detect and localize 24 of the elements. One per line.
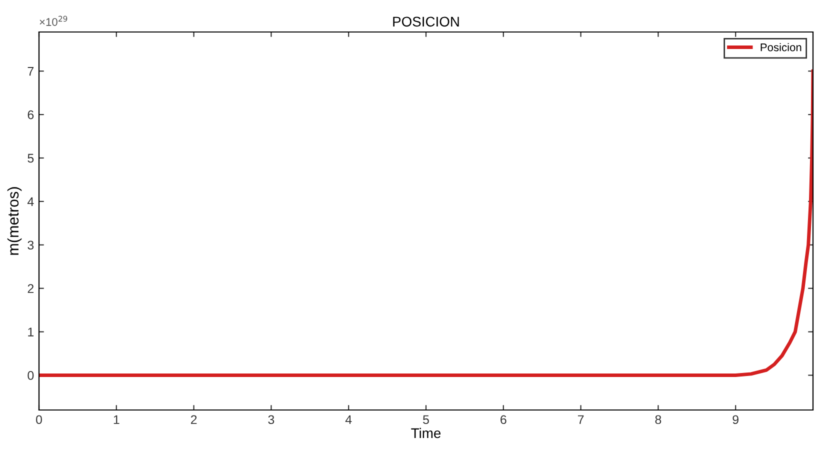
x-tick-label: 2	[190, 415, 197, 424]
line-series	[39, 69, 813, 377]
x-tick-label: 3	[268, 415, 274, 424]
y-tick-label: 1	[28, 328, 34, 336]
x-tick-label: 0	[36, 415, 42, 424]
y-tick-label: 5	[28, 154, 34, 163]
x-tick-label: 4	[345, 415, 352, 424]
y-tick-label: 2	[28, 284, 34, 293]
x-axis-title: Time	[411, 428, 441, 438]
y-tick-label: 6	[28, 110, 34, 120]
x-tick-label: 8	[655, 415, 662, 424]
y-tick-label: 0	[28, 371, 34, 380]
x-tick-label: 9	[732, 415, 738, 424]
y-axis-title: m(metros)	[7, 187, 22, 255]
legend-label: Posicion	[760, 43, 802, 52]
y-tick-label: 7	[28, 67, 34, 76]
x-tick-label: 5	[423, 415, 429, 424]
chart-title: POSICION	[393, 16, 459, 27]
y-tick-label: 4	[27, 197, 34, 206]
x-tick-label: 6	[500, 415, 506, 424]
x-tick-label: 1	[114, 415, 120, 424]
text: ×10$^{29}$	[40, 16, 68, 26]
x-tick-label: 7	[578, 415, 584, 424]
y-tick-label: 3	[28, 240, 34, 250]
